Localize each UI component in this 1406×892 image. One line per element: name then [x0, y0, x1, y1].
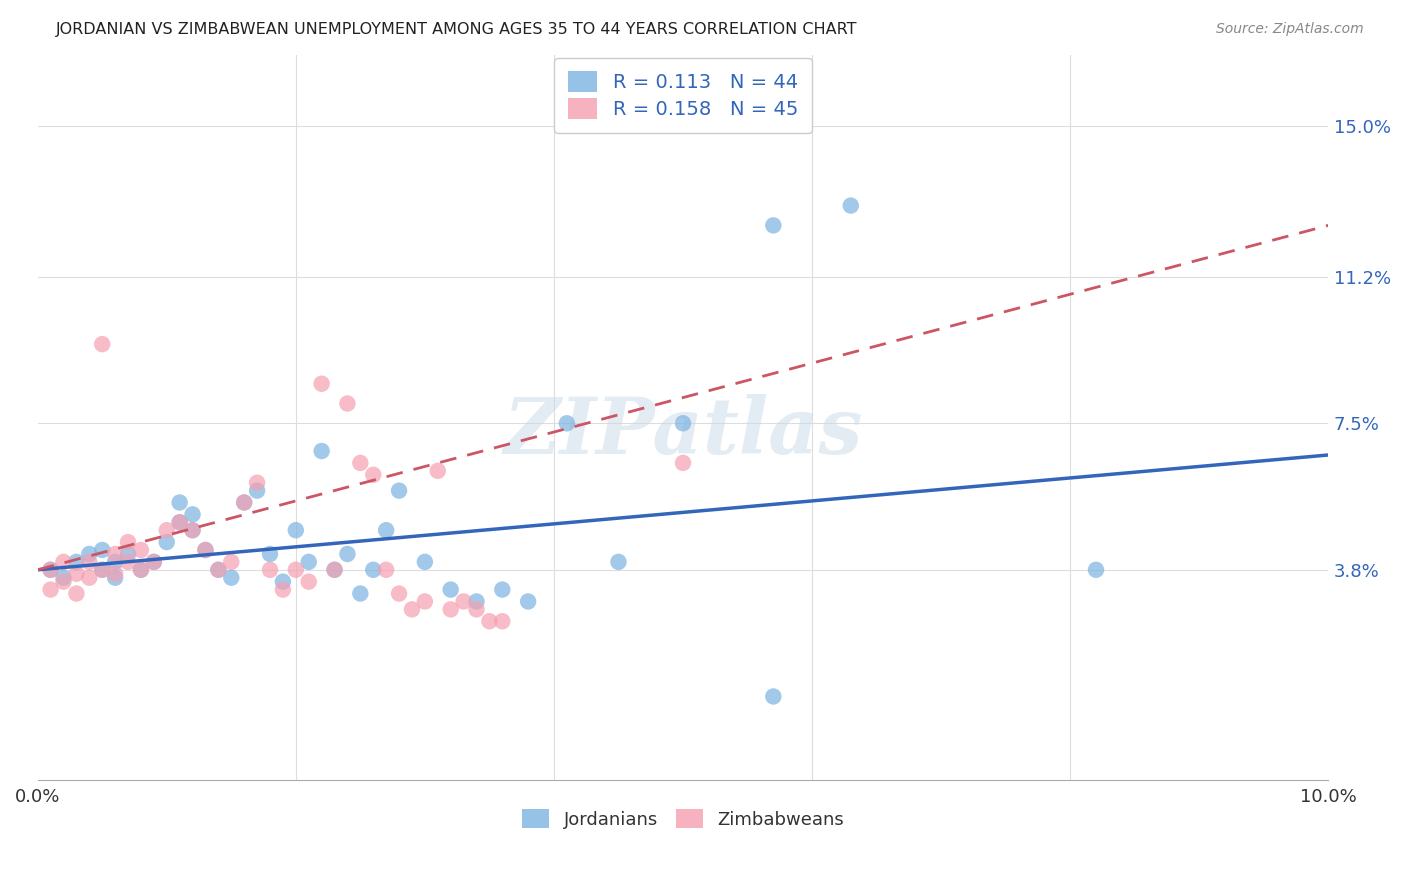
Point — [194, 543, 217, 558]
Point — [762, 219, 785, 233]
Point — [91, 337, 114, 351]
Point — [440, 602, 463, 616]
Point — [336, 547, 359, 561]
Point — [52, 574, 75, 589]
Point — [349, 586, 371, 600]
Point — [181, 523, 204, 537]
Point — [219, 571, 242, 585]
Point — [375, 523, 398, 537]
Point — [465, 594, 488, 608]
Point — [233, 495, 256, 509]
Point — [65, 586, 87, 600]
Point — [465, 602, 488, 616]
Point — [607, 555, 630, 569]
Point — [259, 563, 281, 577]
Point — [91, 563, 114, 577]
Point — [52, 555, 75, 569]
Point — [156, 535, 179, 549]
Point — [672, 417, 695, 431]
Point — [65, 566, 87, 581]
Point — [104, 547, 127, 561]
Point — [311, 376, 333, 391]
Point — [440, 582, 463, 597]
Point — [169, 516, 191, 530]
Point — [233, 495, 256, 509]
Point — [79, 547, 101, 561]
Point — [375, 563, 398, 577]
Point — [478, 614, 501, 628]
Text: JORDANIAN VS ZIMBABWEAN UNEMPLOYMENT AMONG AGES 35 TO 44 YEARS CORRELATION CHART: JORDANIAN VS ZIMBABWEAN UNEMPLOYMENT AMO… — [56, 22, 858, 37]
Point — [284, 563, 307, 577]
Point — [401, 602, 423, 616]
Point — [298, 555, 321, 569]
Point — [207, 563, 229, 577]
Point — [219, 555, 242, 569]
Text: ZIPatlas: ZIPatlas — [503, 393, 863, 470]
Point — [142, 555, 165, 569]
Point — [413, 594, 436, 608]
Point — [762, 690, 785, 704]
Point — [65, 555, 87, 569]
Legend: Jordanians, Zimbabweans: Jordanians, Zimbabweans — [515, 801, 851, 836]
Point — [129, 563, 152, 577]
Text: Source: ZipAtlas.com: Source: ZipAtlas.com — [1216, 22, 1364, 37]
Point — [361, 563, 384, 577]
Point — [129, 543, 152, 558]
Point — [246, 483, 269, 498]
Point — [426, 464, 449, 478]
Point — [271, 574, 294, 589]
Point — [336, 396, 359, 410]
Point — [259, 547, 281, 561]
Point — [79, 555, 101, 569]
Point — [39, 582, 62, 597]
Point — [117, 555, 139, 569]
Point — [349, 456, 371, 470]
Point — [117, 547, 139, 561]
Point — [491, 582, 513, 597]
Point — [104, 555, 127, 569]
Point — [361, 467, 384, 482]
Point — [169, 495, 191, 509]
Point — [117, 535, 139, 549]
Point — [672, 456, 695, 470]
Point — [52, 571, 75, 585]
Point — [311, 444, 333, 458]
Point — [491, 614, 513, 628]
Point — [413, 555, 436, 569]
Point — [839, 198, 862, 212]
Point — [298, 574, 321, 589]
Point — [39, 563, 62, 577]
Point — [388, 586, 411, 600]
Point — [246, 475, 269, 490]
Point — [207, 563, 229, 577]
Point — [388, 483, 411, 498]
Point — [323, 563, 346, 577]
Point — [453, 594, 475, 608]
Point — [129, 563, 152, 577]
Point — [104, 571, 127, 585]
Point — [284, 523, 307, 537]
Point — [323, 563, 346, 577]
Point — [169, 516, 191, 530]
Point — [91, 563, 114, 577]
Point — [271, 582, 294, 597]
Point — [181, 523, 204, 537]
Point — [91, 543, 114, 558]
Point — [142, 555, 165, 569]
Point — [181, 508, 204, 522]
Point — [1085, 563, 1108, 577]
Point — [517, 594, 540, 608]
Point — [104, 566, 127, 581]
Point — [194, 543, 217, 558]
Point — [39, 563, 62, 577]
Point — [79, 571, 101, 585]
Point — [156, 523, 179, 537]
Point — [555, 417, 578, 431]
